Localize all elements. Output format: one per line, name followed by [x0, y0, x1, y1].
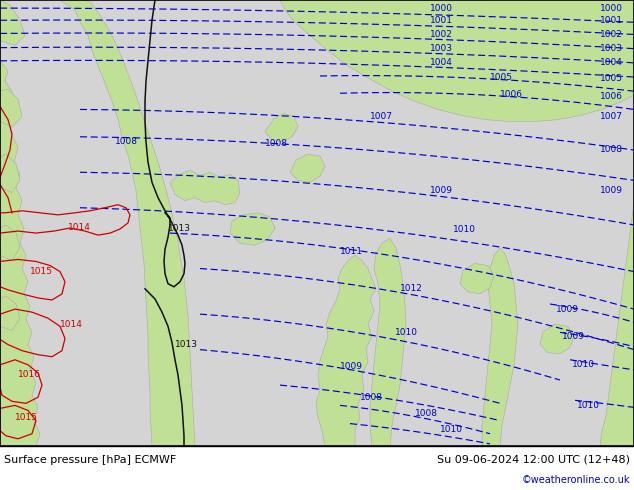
Text: 1007: 1007 — [370, 112, 393, 121]
Polygon shape — [0, 296, 20, 330]
Text: 1007: 1007 — [600, 112, 623, 121]
Polygon shape — [170, 170, 240, 205]
Text: 1006: 1006 — [500, 90, 523, 99]
Polygon shape — [0, 0, 25, 46]
Text: 1002: 1002 — [600, 30, 623, 39]
Text: 1014: 1014 — [68, 222, 91, 231]
Text: 1004: 1004 — [430, 58, 453, 67]
Text: 1003: 1003 — [430, 44, 453, 53]
Text: 1001: 1001 — [600, 16, 623, 25]
Polygon shape — [290, 154, 325, 182]
Text: Surface pressure [hPa] ECMWF: Surface pressure [hPa] ECMWF — [4, 455, 176, 465]
Text: 1005: 1005 — [490, 73, 513, 81]
Text: 1002: 1002 — [430, 30, 453, 39]
Text: Su 09-06-2024 12:00 UTC (12+48): Su 09-06-2024 12:00 UTC (12+48) — [437, 455, 630, 465]
Text: 1009: 1009 — [340, 362, 363, 371]
Text: 1010: 1010 — [440, 425, 463, 434]
Text: 1008: 1008 — [360, 393, 383, 402]
Text: 1013: 1013 — [168, 223, 191, 233]
Text: ©weatheronline.co.uk: ©weatheronline.co.uk — [522, 475, 630, 485]
Text: 1013: 1013 — [175, 340, 198, 349]
Text: 1006: 1006 — [600, 92, 623, 101]
Polygon shape — [230, 213, 275, 245]
Polygon shape — [482, 248, 518, 446]
Text: 1014: 1014 — [60, 320, 83, 329]
Text: 1011: 1011 — [340, 247, 363, 256]
Text: 1008: 1008 — [115, 137, 138, 147]
Polygon shape — [265, 114, 298, 142]
Polygon shape — [60, 0, 195, 446]
Text: 1009: 1009 — [556, 305, 579, 314]
Text: 1015: 1015 — [15, 413, 38, 422]
Text: 1000: 1000 — [430, 3, 453, 13]
Text: 1010: 1010 — [453, 224, 476, 234]
Polygon shape — [600, 203, 634, 446]
Text: 1004: 1004 — [600, 58, 623, 67]
Polygon shape — [0, 154, 20, 193]
Text: 1015: 1015 — [30, 267, 53, 276]
Polygon shape — [540, 324, 574, 354]
Polygon shape — [316, 255, 376, 446]
Polygon shape — [0, 89, 22, 127]
Text: 1003: 1003 — [600, 44, 623, 53]
Text: 1016: 1016 — [18, 370, 41, 379]
Text: 1010: 1010 — [572, 360, 595, 369]
Text: 1008: 1008 — [265, 139, 288, 148]
Text: 1009: 1009 — [600, 186, 623, 195]
Text: 1000: 1000 — [600, 3, 623, 13]
Text: 1001: 1001 — [430, 16, 453, 25]
Polygon shape — [0, 225, 20, 261]
Text: 1010: 1010 — [577, 401, 600, 410]
Text: 1010: 1010 — [395, 328, 418, 337]
Text: 1012: 1012 — [400, 284, 423, 294]
Text: 1009: 1009 — [562, 332, 585, 341]
Text: 1005: 1005 — [600, 74, 623, 82]
Polygon shape — [0, 0, 40, 446]
Polygon shape — [460, 264, 494, 294]
Polygon shape — [280, 0, 634, 122]
Text: 1008: 1008 — [415, 409, 438, 418]
Polygon shape — [370, 238, 406, 446]
Text: 1009: 1009 — [430, 186, 453, 195]
Text: 1008: 1008 — [600, 146, 623, 154]
